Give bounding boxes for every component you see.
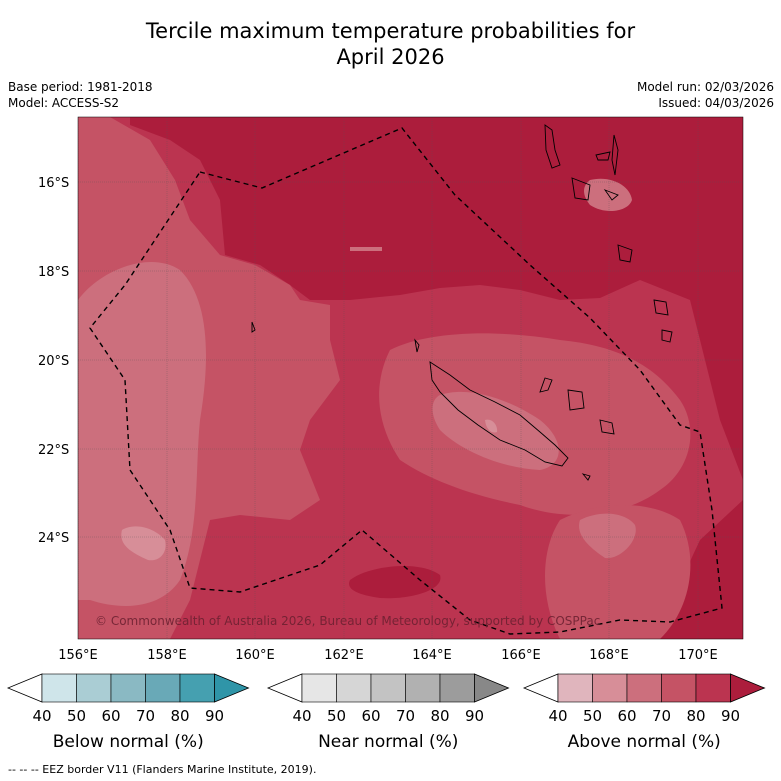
copyright-notice: © Commonwealth of Australia 2026, Bureau…: [95, 614, 601, 628]
map-frame: [77, 116, 744, 640]
colorbar-segment: [336, 673, 372, 703]
colorbar-tick: 60: [361, 707, 380, 725]
lon-label: 160°E: [235, 648, 275, 663]
title-line-1: Tercile maximum temperature probabilitie…: [145, 19, 636, 43]
colorbar-tick: 60: [617, 707, 636, 725]
colorbar-segment: [179, 673, 215, 703]
colorbar-segment: [439, 673, 475, 703]
lon-label: 156°E: [58, 648, 98, 663]
lat-label: 22°S: [38, 443, 69, 458]
eez-footer-note: -- -- -- EEZ border V11 (Flanders Marine…: [8, 763, 317, 776]
lon-label: 170°E: [678, 648, 718, 663]
probability-field: [78, 117, 743, 639]
lon-label: 166°E: [501, 648, 541, 663]
lat-label: 16°S: [38, 176, 69, 191]
lon-labels: 156°E 158°E 160°E 162°E 164°E 166°E 168°…: [58, 648, 718, 663]
colorbar-segment: [41, 673, 77, 703]
colorbar-over-triangle: [214, 673, 250, 703]
map-title: Tercile maximum temperature probabilitie…: [0, 18, 781, 70]
graticule: [78, 117, 743, 639]
colorbar-1: 40 50 60 70 80 90 Near normal (%): [266, 673, 510, 752]
colorbar-tick: 50: [583, 707, 602, 725]
colorbar-tick: 70: [136, 707, 155, 725]
field-90-patch: [349, 565, 441, 599]
colorbar-title: Below normal (%): [53, 732, 204, 752]
colorbar-tick: 90: [721, 707, 740, 725]
lon-label: 158°E: [147, 648, 187, 663]
issued-date: Issued: 04/03/2026: [658, 96, 774, 110]
colorbar-tick: 90: [205, 707, 224, 725]
lat-labels: 16°S 18°S 20°S 22°S 24°S: [38, 176, 69, 546]
colorbar-tick: 90: [465, 707, 484, 725]
lat-label: 18°S: [38, 265, 69, 280]
colorbar-segment: [76, 673, 112, 703]
model-name: Model: ACCESS-S2: [8, 96, 120, 110]
colorbar-tick: 80: [170, 707, 189, 725]
colorbar-segment: [301, 673, 337, 703]
colorbar-tick: 40: [548, 707, 567, 725]
colorbar-segment: [370, 673, 406, 703]
colorbar-under-triangle: [522, 673, 559, 703]
colorbar-segment: [592, 673, 628, 703]
colorbar-segment: [110, 673, 146, 703]
lon-label: 162°E: [324, 648, 364, 663]
model-run: Model run: 02/03/2026: [636, 80, 774, 94]
new-caledonia: [429, 361, 569, 467]
colorbar-tick: 80: [686, 707, 705, 725]
field-70-strip: [350, 247, 382, 251]
colorbar-tick: 60: [101, 707, 120, 725]
colorbar-over-triangle: [730, 673, 766, 703]
colorbar-segment: [661, 673, 697, 703]
colorbar-segment: [626, 673, 662, 703]
colorbar-tick: 50: [67, 707, 86, 725]
colorbar-tick: 70: [652, 707, 671, 725]
colorbar-title: Above normal (%): [568, 732, 721, 752]
colorbar-segment: [145, 673, 181, 703]
colorbar-tick: 40: [32, 707, 51, 725]
colorbar-under-triangle: [6, 673, 43, 703]
colorbar-tick: 40: [292, 707, 311, 725]
meta-right: Model run: 02/03/2026 Issued: 04/03/2026: [637, 79, 774, 111]
field-90-north: [130, 117, 743, 480]
colorbar-title: Near normal (%): [318, 732, 458, 752]
colorbar-tick: 70: [396, 707, 415, 725]
colorbar-segment: [695, 673, 731, 703]
field-50-nc: [485, 419, 498, 433]
lon-label: 164°E: [412, 648, 452, 663]
colorbar-tick: 50: [327, 707, 346, 725]
colorbar-over-triangle: [474, 673, 510, 703]
field-60-se: [579, 513, 636, 559]
field-70-south: [545, 505, 691, 639]
colorbar-tick: 80: [430, 707, 449, 725]
lat-label: 20°S: [38, 354, 69, 369]
lat-label: 24°S: [38, 531, 69, 546]
title-line-2: April 2026: [336, 45, 445, 69]
colorbar-under-triangle: [266, 673, 303, 703]
field-50-west: [121, 526, 166, 561]
colorbar-segment: [405, 673, 441, 703]
field-60-west: [78, 261, 206, 606]
colorbar-segment: [557, 673, 593, 703]
islands: [251, 124, 673, 481]
meta-left: Base period: 1981-2018 Model: ACCESS-S2: [8, 79, 153, 111]
base-period: Base period: 1981-2018: [8, 80, 153, 94]
lon-label: 168°E: [589, 648, 629, 663]
